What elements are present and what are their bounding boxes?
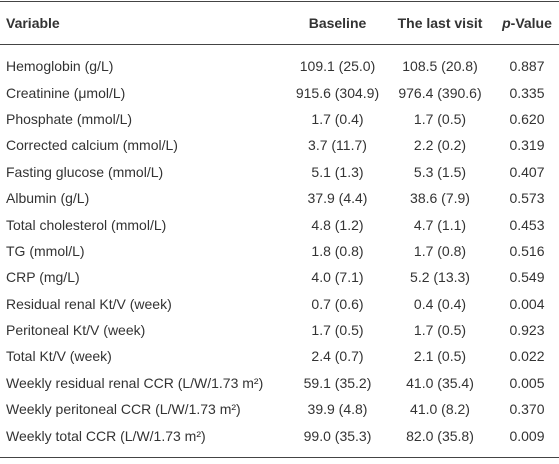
value-cell: 5.1 (1.3)	[311, 163, 364, 180]
table-row: Creatinine (μmol/L) 915.6 (304.9) 976.4 (3…	[0, 79, 559, 105]
value-cell: 0.549	[509, 269, 545, 286]
header-text: Variable	[6, 15, 60, 31]
value-cell: 0.573	[509, 190, 545, 207]
variable-cell: Creatinine (μmol/L)	[6, 84, 126, 101]
value-cell: 99.0 (35.3)	[303, 427, 372, 444]
header-cell: The last visit	[385, 2, 495, 45]
value-cell: 0.887	[509, 58, 545, 75]
table-row: Weekly total CCR (L/W/1.73 m²) 99.0 (35.3…	[0, 422, 559, 458]
table-row: Total Kt/V (week) 2.4 (0.7) 2.1 (0.5) 0.022	[0, 343, 559, 369]
value-cell: 41.0 (8.2)	[410, 401, 470, 418]
table-row: Total cholesterol (mmol/L) 4.8 (1.2) 4.7 (…	[0, 211, 559, 237]
value-cell: 0.620	[509, 110, 545, 127]
value-cell: 915.6 (304.9)	[295, 84, 380, 101]
value-cell: 2.1 (0.5)	[413, 348, 467, 365]
value-cell: 3.7 (11.7)	[308, 137, 367, 154]
value-cell: 59.1 (35.2)	[303, 374, 372, 391]
variable-cell: Weekly residual renal CCR (L/W/1.73 m²)	[6, 374, 264, 391]
variable-cell: Hemoglobin (g/L)	[6, 58, 114, 75]
header-row: Variable Baseline The last visit p-Value	[0, 1, 559, 45]
value-cell: 1.7 (0.5)	[413, 110, 467, 127]
variable-cell: Peritoneal Kt/V (week)	[6, 322, 146, 339]
variable-cell: Corrected calcium (mmol/L)	[6, 137, 178, 154]
value-cell: 1.8 (0.8)	[311, 242, 364, 259]
table-row: Corrected calcium (mmol/L) 3.7 (11.7) 2.2 …	[0, 132, 559, 158]
table-row: Albumin (g/L) 37.9 (4.4) 38.6 (7.9) 0.573	[0, 185, 559, 211]
table-header: Variable Baseline The last visit p-Value	[0, 1, 559, 45]
variable-cell: Fasting glucose (mmol/L)	[6, 163, 164, 180]
value-cell: 5.2 (13.3)	[410, 269, 470, 286]
value-cell: 37.9 (4.4)	[307, 190, 368, 207]
value-cell: 2.4 (0.7)	[311, 348, 364, 365]
header-text: Baseline	[308, 15, 367, 31]
variable-cell: Residual renal Kt/V (week)	[6, 295, 172, 312]
table-body: Hemoglobin (g/L) 109.1 (25.0) 108.5 (20.8)…	[0, 45, 559, 458]
table-row: Fasting glucose (mmol/L) 5.1 (1.3) 5.3 (1.…	[0, 159, 559, 185]
value-cell: 41.0 (35.4)	[406, 374, 474, 391]
value-cell: 4.0 (7.1)	[311, 269, 364, 286]
header-cell: p-Value	[495, 2, 559, 45]
value-cell: 0.453	[509, 216, 545, 233]
value-cell: 976.4 (390.6)	[398, 84, 482, 101]
value-cell: 0.923	[509, 322, 545, 339]
table-row: TG (mmol/L) 1.8 (0.8) 1.7 (0.8) 0.516	[0, 238, 559, 264]
value-cell: 0.335	[509, 84, 545, 101]
variable-cell: Total cholesterol (mmol/L)	[6, 216, 167, 233]
value-cell: 0.005	[509, 374, 545, 391]
value-cell: 0.4 (0.4)	[413, 295, 467, 312]
table-row: Phosphate (mmol/L) 1.7 (0.4) 1.7 (0.5) 0.62…	[0, 106, 559, 132]
variable-cell: Albumin (g/L)	[6, 190, 90, 207]
header-cell: Baseline	[290, 2, 385, 45]
value-cell: 1.7 (0.5)	[311, 322, 364, 339]
variable-cell: TG (mmol/L)	[6, 242, 85, 259]
value-cell: 5.3 (1.5)	[413, 163, 467, 180]
value-cell: 0.407	[509, 163, 545, 180]
value-cell: 0.319	[509, 137, 545, 154]
value-cell: 0.370	[509, 401, 545, 418]
table-row: Residual renal Kt/V (week) 0.7 (0.6) 0.4 (…	[0, 291, 559, 317]
variable-cell: Phosphate (mmol/L)	[6, 110, 133, 127]
value-cell: 1.7 (0.5)	[413, 322, 467, 339]
table-row: Hemoglobin (g/L) 109.1 (25.0) 108.5 (20.8)…	[0, 45, 559, 80]
header-cell: Variable	[0, 2, 290, 45]
value-cell: 0.516	[509, 242, 545, 259]
value-cell: 0.022	[509, 348, 545, 365]
value-cell: 38.6 (7.9)	[410, 190, 470, 207]
value-cell: 109.1 (25.0)	[299, 58, 376, 75]
value-cell: 4.7 (1.1)	[413, 216, 467, 233]
value-cell: 1.7 (0.8)	[413, 242, 467, 259]
header-text: p-Value	[502, 15, 552, 31]
variable-cell: Weekly total CCR (L/W/1.73 m²)	[6, 427, 206, 444]
value-cell: 39.9 (4.8)	[307, 401, 368, 418]
table-row: Weekly peritoneal CCR (L/W/1.73 m²) 39.9 …	[0, 396, 559, 422]
value-cell: 1.7 (0.4)	[311, 110, 364, 127]
value-cell: 0.009	[509, 427, 545, 444]
value-cell: 108.5 (20.8)	[402, 58, 478, 75]
value-cell: 82.0 (35.8)	[406, 427, 474, 444]
variable-cell: Weekly peritoneal CCR (L/W/1.73 m²)	[6, 401, 241, 418]
table-row: CRP (mg/L) 4.0 (7.1) 5.2 (13.3) 0.549	[0, 264, 559, 290]
variable-cell: CRP (mg/L)	[6, 269, 80, 286]
value-cell: 4.8 (1.2)	[311, 216, 364, 233]
table-row: Weekly residual renal CCR (L/W/1.73 m²) 5…	[0, 370, 559, 396]
variable-cell: Total Kt/V (week)	[6, 348, 112, 365]
value-cell: 0.004	[509, 295, 545, 312]
value-cell: 0.7 (0.6)	[311, 295, 364, 312]
header-text: The last visit	[397, 15, 483, 31]
table-row: Peritoneal Kt/V (week) 1.7 (0.5) 1.7 (0.5)…	[0, 317, 559, 343]
value-cell: 2.2 (0.2)	[413, 137, 467, 154]
